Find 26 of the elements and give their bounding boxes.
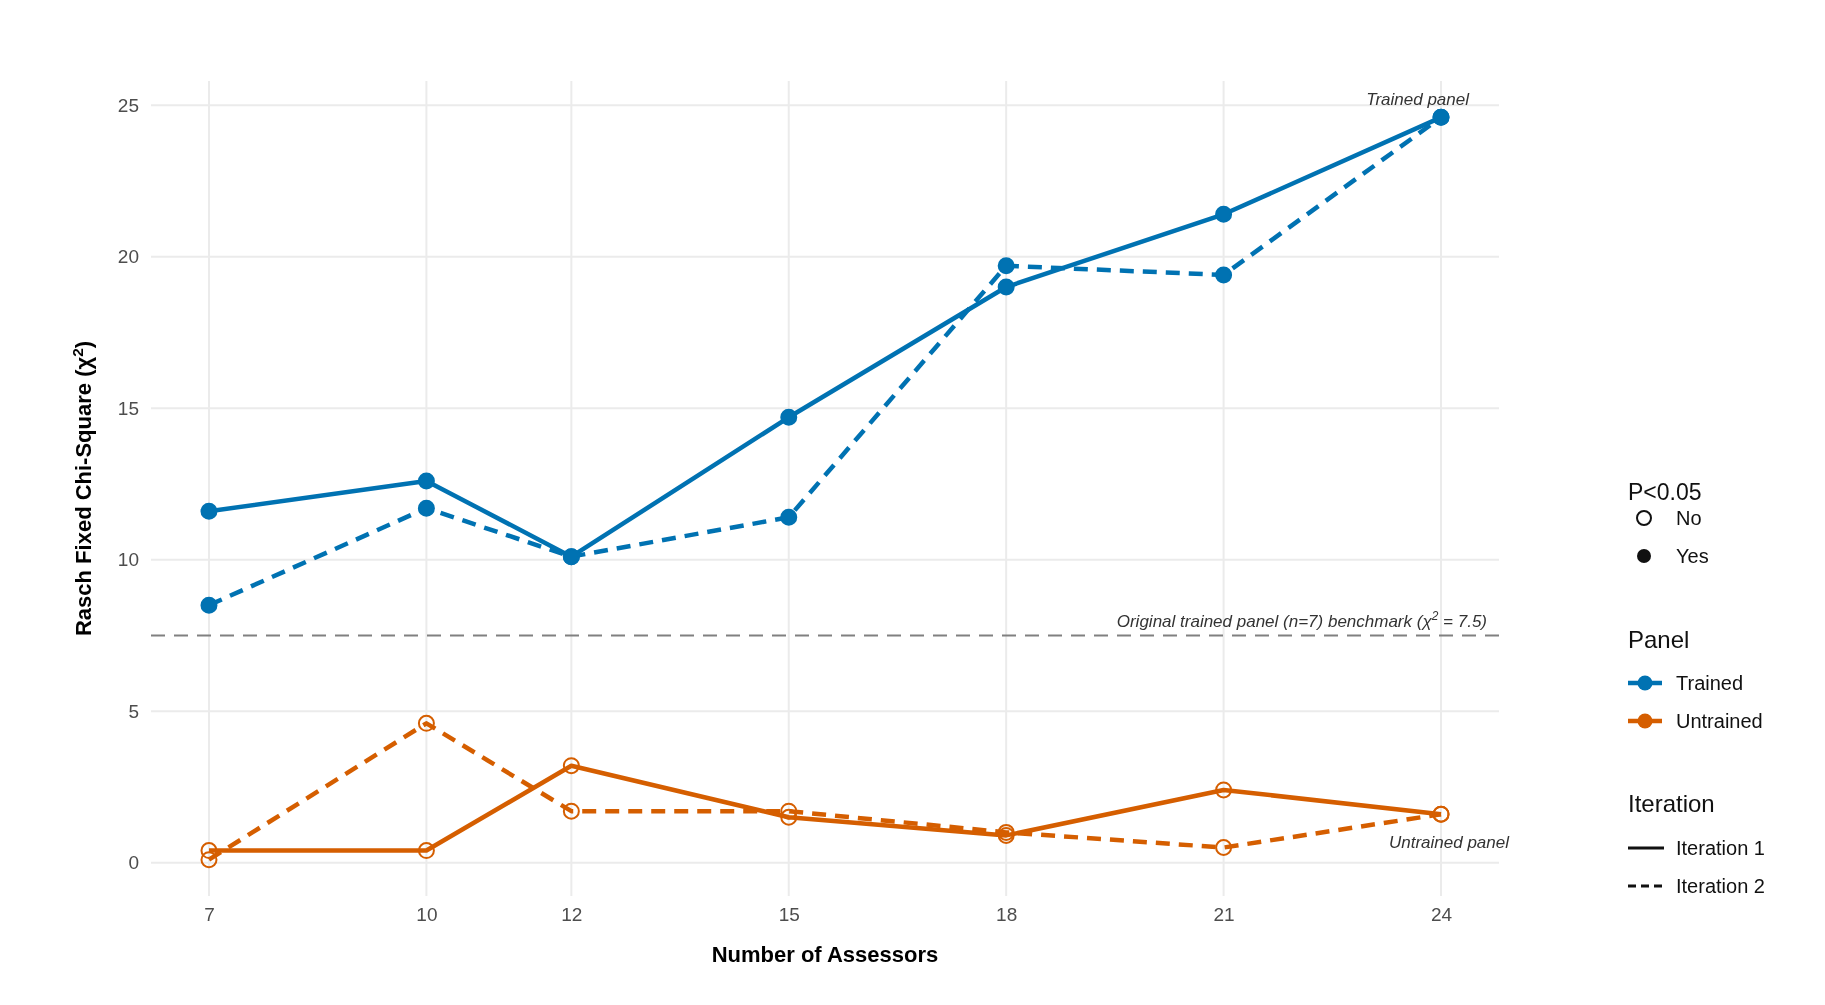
- text: Iteration: [1628, 790, 1715, 817]
- y-tick-label: 25: [117, 94, 139, 116]
- x-tick-label: 10: [416, 904, 438, 926]
- y-tick-label: 20: [117, 246, 139, 268]
- y-tick-label: 0: [128, 852, 139, 874]
- annotation: Trained panel: [1366, 90, 1471, 110]
- x-tick-label: 7: [204, 904, 215, 926]
- x-tick-label: 21: [1213, 904, 1235, 926]
- annotation: Untrained panel: [1388, 833, 1511, 853]
- x-tick-label: 18: [996, 904, 1018, 926]
- y-tick-label: 5: [128, 700, 139, 722]
- x-axis-title: Number of Assessors: [711, 942, 939, 967]
- text: Iteration 2: [1676, 875, 1765, 897]
- legend-title: Panel: [1628, 626, 1690, 653]
- x-tick-label: 15: [778, 904, 800, 926]
- legend-label: Untrained: [1676, 710, 1763, 732]
- text: Iteration 1: [1676, 837, 1765, 859]
- text: Yes: [1676, 545, 1709, 567]
- text: No: [1676, 507, 1702, 529]
- legend-label: Trained: [1676, 672, 1744, 694]
- ref-line-label: Original trained panel (n=7) benchmark (χ$^{2}$ = 7.5): [1116, 609, 1487, 632]
- y-tick-label: 15: [117, 397, 139, 419]
- text: P<0.05: [1628, 479, 1702, 505]
- x-tick-label: 24: [1430, 904, 1453, 926]
- x-tick-label: 12: [561, 904, 583, 926]
- y-tick-label: 10: [117, 549, 139, 571]
